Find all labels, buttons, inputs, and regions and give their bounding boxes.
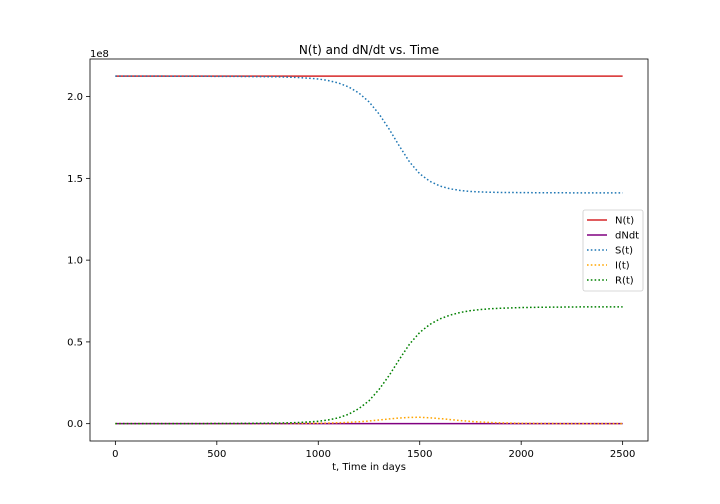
- chart-title: N(t) and dN/dt vs. Time: [299, 43, 439, 57]
- y-tick-label: 0.0: [67, 419, 83, 430]
- y-tick-label: 1.5: [67, 174, 83, 185]
- axes: 0 500 1000 1500 2000 2500 0.0 0.5 1.0 1.5 2.0: [67, 58, 649, 460]
- x-tick-label: 2000: [508, 449, 533, 460]
- y-tick-label: 1.0: [67, 256, 83, 267]
- y-offset-text: 1e8: [90, 49, 109, 60]
- x-tick-label: 1500: [407, 449, 432, 460]
- legend-label: dNdt: [615, 231, 639, 242]
- series-line-s-t: [115, 75, 623, 194]
- y-tick-label: 2.0: [67, 92, 83, 103]
- legend: N(t) dNdt S(t) I(t) R(t): [582, 209, 644, 292]
- axes-frame: [89, 58, 649, 442]
- y-tick-label: 0.5: [67, 337, 83, 348]
- legend-label: S(t): [615, 246, 633, 257]
- legend-box: [582, 209, 644, 292]
- x-axis-label: t, Time in days: [332, 462, 406, 473]
- series-line-r-t: [115, 306, 623, 425]
- legend-label: R(t): [615, 276, 634, 287]
- legend-label: N(t): [615, 216, 634, 227]
- series-line-i-t: [115, 416, 623, 425]
- legend-label: I(t): [615, 261, 630, 272]
- x-tick-label: 2500: [610, 449, 635, 460]
- x-tick-label: 0: [112, 449, 118, 460]
- x-tick-label: 1000: [306, 449, 331, 460]
- plot-area: [115, 75, 623, 425]
- x-tick-label: 500: [207, 449, 226, 460]
